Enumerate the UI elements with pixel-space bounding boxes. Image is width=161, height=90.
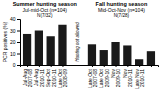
- x-tick: Late Oct2007-08: [87, 65, 98, 88]
- chart: 0 10 20 30 40 Jul-Aug2007-08Jul-Aug2010-11Sep…: [0, 0, 161, 90]
- y-tick-label: 0: [13, 62, 16, 68]
- y-tick-label: 30: [10, 28, 16, 34]
- x-tick-mark: [92, 65, 93, 67]
- x-tick-label: Jul-Aug2007-08: [22, 69, 33, 88]
- x-tick: Sep-Oct2010-11: [45, 65, 56, 87]
- y-tick-mark: [17, 42, 20, 43]
- x-tick-mark: [104, 65, 105, 67]
- x-tick-label-line: 2007-08: [92, 69, 98, 88]
- x-tick-label-line: 2010-11: [39, 69, 45, 87]
- x-tick-label: Jul-Aug2010-11: [33, 69, 44, 87]
- y-tick-label: 20: [10, 39, 16, 45]
- x-tick: [151, 65, 152, 67]
- bar: [23, 34, 31, 65]
- x-tick-label: Nov2010-11: [122, 69, 133, 87]
- x-tick-mark: [116, 65, 117, 67]
- x-tick-mark: [27, 65, 28, 67]
- y-tick-mark: [17, 31, 20, 32]
- x-tick-mark: [127, 65, 128, 67]
- bar: [100, 50, 108, 65]
- x-tick-label: Late Nov2010-11: [134, 69, 145, 90]
- x-tick-label-line: 2009-10: [115, 69, 121, 88]
- x-tick-mark: [51, 65, 52, 67]
- y-tick: 30: [10, 28, 20, 34]
- group-title: N(7/28): [114, 13, 130, 18]
- bar: [47, 36, 55, 65]
- x-tick-mark: [139, 65, 140, 67]
- bar: [135, 59, 143, 65]
- x-tick: Jul-Aug2010-11: [33, 65, 44, 87]
- x-tick: Late Oct2008-09: [57, 65, 68, 88]
- bar: [147, 51, 155, 65]
- y-tick: 20: [10, 39, 20, 45]
- y-tick-mark: [17, 65, 20, 66]
- x-tick: Nov2009-10: [110, 65, 121, 87]
- x-tick-label-line: 2008-09: [62, 69, 68, 88]
- x-tick: Late Nov2010-11: [134, 65, 145, 89]
- y-axis-title: PCR positives (%): [2, 21, 8, 62]
- bar: [88, 44, 96, 65]
- x-tick-label: Nov2009-10: [110, 69, 121, 88]
- bars: [23, 25, 155, 65]
- x-tick-mark: [39, 65, 40, 67]
- x-tick-label-line: 2010-11: [127, 69, 133, 87]
- x-tick: Late Oct2009-10: [98, 65, 109, 88]
- x-tick-label: Late Oct2007-08: [87, 68, 98, 88]
- x-tick-label-line: 2010-11: [51, 69, 57, 87]
- x-tick-mark: [62, 65, 63, 67]
- group-title: N(7/32): [37, 13, 53, 18]
- x-tick-label-line: 2007-08: [27, 69, 33, 88]
- y-tick-mark: [17, 19, 20, 20]
- bar: [35, 31, 43, 66]
- plot: 0 10 20 30 40 Jul-Aug2007-08Jul-Aug2010-11Sep…: [10, 16, 159, 89]
- x-tick: Jul-Aug2007-08: [22, 65, 33, 87]
- y-axis-line: [17, 20, 21, 66]
- y-tick-label: 10: [10, 51, 16, 57]
- x-tick-label-line: 2009-10: [104, 69, 110, 88]
- x-tick-label: Late Oct2009-10: [98, 68, 109, 88]
- x-axis: Jul-Aug2007-08Jul-Aug2010-11Sep-Oct2010-…: [21, 65, 159, 89]
- x-tick-label-line: 2010-11: [139, 69, 145, 87]
- annotation: Hunting not allowed: [75, 22, 80, 62]
- y-axis: 0 10 20 30 40: [10, 16, 21, 68]
- x-tick-label: Late Oct2008-09: [57, 68, 68, 88]
- y-tick: 40: [10, 16, 20, 22]
- bar: [58, 25, 66, 65]
- x-tick-label: Sep-Oct2010-11: [45, 68, 56, 87]
- x-tick-mark: [151, 65, 152, 67]
- x-axis-line: [21, 66, 159, 68]
- y-tick: 0: [13, 62, 20, 68]
- bar: [123, 45, 131, 65]
- x-tick: Nov2010-11: [122, 65, 133, 87]
- y-tick-mark: [17, 54, 20, 55]
- y-tick: 10: [10, 51, 20, 57]
- y-tick-label: 40: [10, 16, 16, 22]
- bar: [111, 42, 119, 65]
